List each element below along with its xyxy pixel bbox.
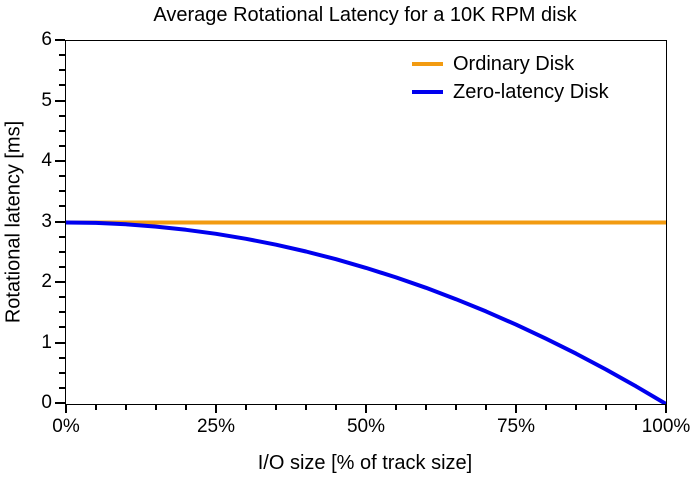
y-minor-tick	[59, 114, 65, 117]
y-minor-tick	[59, 84, 65, 87]
y-tick-label: 2	[41, 271, 52, 292]
x-minor-tick	[455, 404, 457, 410]
series-line-zero-latency-disk	[66, 220, 666, 404]
y-minor-tick	[59, 296, 65, 299]
x-minor-tick	[635, 404, 637, 410]
y-minor-tick	[59, 265, 65, 268]
y-major-tick	[55, 99, 65, 102]
x-minor-tick	[95, 404, 97, 410]
x-major-tick	[65, 404, 67, 413]
y-minor-tick	[59, 144, 65, 147]
x-minor-tick	[425, 404, 427, 410]
zero-latency-disk-line-sample	[412, 90, 443, 94]
y-minor-tick	[59, 205, 65, 208]
x-major-tick	[365, 404, 367, 413]
legend-item-zero-latency-disk: Zero-latency Disk	[412, 78, 609, 106]
x-minor-tick	[155, 404, 157, 410]
y-minor-tick	[59, 129, 65, 132]
x-minor-tick	[395, 404, 397, 410]
y-major-tick	[55, 220, 65, 223]
x-tick-label: 25%	[196, 416, 236, 437]
y-minor-tick	[59, 371, 65, 374]
x-minor-tick	[545, 404, 547, 410]
legend: Ordinary Disk Zero-latency Disk	[412, 50, 609, 106]
y-minor-tick	[59, 54, 65, 57]
x-minor-tick	[605, 404, 607, 410]
y-minor-tick	[59, 69, 65, 72]
ordinary-disk-line-sample	[412, 62, 443, 66]
y-tick-label: 0	[41, 392, 52, 413]
y-tick-label: 1	[41, 331, 52, 353]
x-minor-tick	[245, 404, 247, 410]
x-tick-label: 0%	[52, 416, 80, 437]
x-minor-tick	[185, 404, 187, 410]
y-minor-tick	[59, 235, 65, 238]
x-major-tick	[665, 404, 667, 413]
y-tick-label: 4	[41, 150, 52, 171]
x-major-tick	[215, 404, 217, 413]
y-minor-tick	[59, 250, 65, 253]
legend-item-ordinary-disk: Ordinary Disk	[412, 50, 609, 78]
x-tick-label: 75%	[496, 416, 536, 437]
x-minor-tick	[575, 404, 577, 410]
x-minor-tick	[275, 404, 277, 410]
y-major-tick	[55, 39, 65, 41]
y-tick-label: 5	[41, 89, 52, 111]
y-major-tick	[55, 402, 65, 404]
legend-label: Zero-latency Disk	[453, 80, 609, 103]
plot-svg	[66, 220, 666, 404]
y-major-tick	[55, 341, 65, 344]
x-tick-label: 50%	[346, 416, 386, 437]
x-minor-tick	[485, 404, 487, 410]
y-major-tick	[55, 281, 65, 283]
x-tick-label: 100%	[641, 416, 691, 437]
x-axis-title: I/O size [% of track size]	[257, 452, 473, 474]
y-minor-tick	[59, 386, 65, 389]
y-minor-tick	[59, 190, 65, 193]
x-minor-tick	[305, 404, 307, 410]
y-major-tick	[55, 160, 65, 162]
y-minor-tick	[59, 175, 65, 178]
x-minor-tick	[125, 404, 127, 410]
y-minor-tick	[59, 326, 65, 329]
chart-title: Average Rotational Latency for a 10K RPM…	[153, 4, 577, 26]
y-minor-tick	[59, 356, 65, 359]
y-tick-label: 3	[41, 210, 52, 232]
x-major-tick	[515, 404, 517, 413]
y-minor-tick	[59, 311, 65, 314]
y-tick-label: 6	[41, 29, 52, 50]
legend-label: Ordinary Disk	[453, 52, 575, 75]
x-minor-tick	[335, 404, 337, 410]
